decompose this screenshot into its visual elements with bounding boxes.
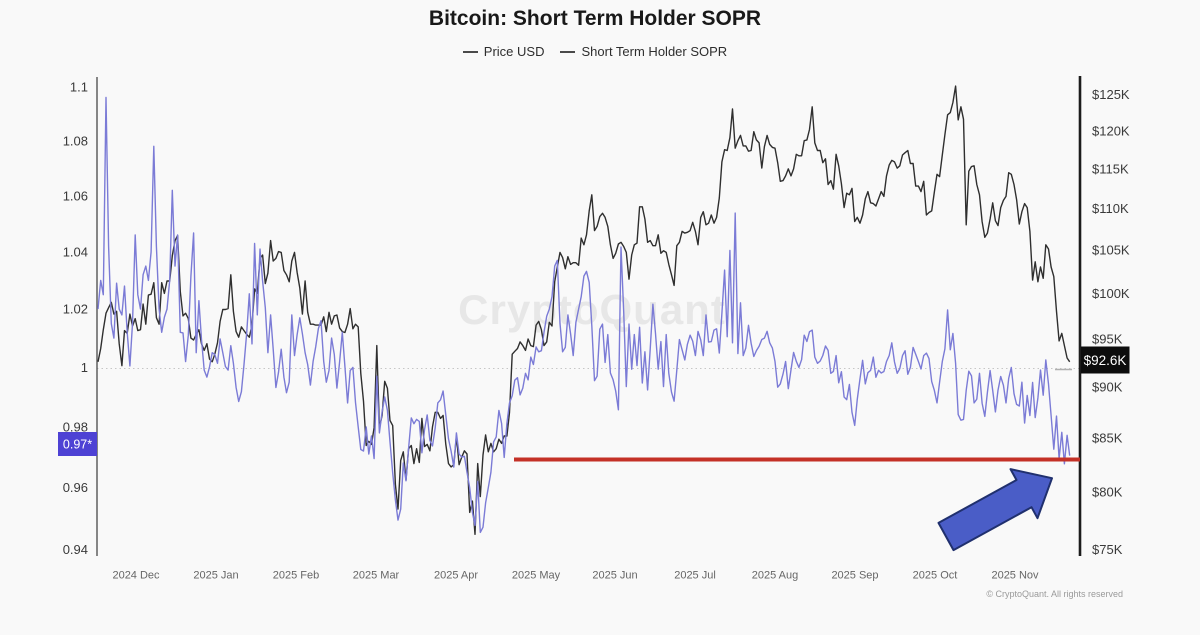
svg-text:1.04: 1.04 [63,244,88,259]
svg-text:$75K: $75K [1092,542,1123,557]
svg-text:$105K: $105K [1092,242,1130,257]
svg-text:2025 Apr: 2025 Apr [434,570,478,582]
svg-text:1.08: 1.08 [63,133,88,148]
svg-text:$110K: $110K [1092,201,1129,216]
svg-text:2024 Dec: 2024 Dec [112,570,160,582]
svg-text:$120K: $120K [1092,123,1130,138]
svg-text:2025 Aug: 2025 Aug [752,570,799,582]
svg-text:$92.6K: $92.6K [1084,353,1127,368]
svg-text:$100K: $100K [1092,286,1130,301]
svg-text:© CryptoQuant. All rights rese: © CryptoQuant. All rights reserved [986,589,1123,599]
svg-text:0.98: 0.98 [63,419,88,434]
svg-text:0.96: 0.96 [63,480,88,495]
svg-text:1.02: 1.02 [63,302,88,317]
svg-text:2025 Oct: 2025 Oct [913,570,958,582]
svg-text:2025 Jul: 2025 Jul [674,570,716,582]
svg-text:$95K: $95K [1092,332,1123,347]
svg-text:2025 Feb: 2025 Feb [273,570,319,582]
svg-text:2025 Sep: 2025 Sep [831,570,878,582]
svg-text:2025 May: 2025 May [512,570,561,582]
svg-text:1.1: 1.1 [70,79,88,94]
svg-text:0.94: 0.94 [63,542,88,557]
svg-text:$115K: $115K [1092,161,1129,176]
svg-text:$125K: $125K [1092,87,1130,102]
svg-text:2025 Nov: 2025 Nov [991,570,1039,582]
svg-text:2025 Jan: 2025 Jan [193,570,238,582]
svg-text:$90K: $90K [1092,380,1123,395]
svg-text:0.97*: 0.97* [63,438,92,452]
svg-text:$80K: $80K [1092,485,1123,500]
svg-text:1: 1 [81,360,88,375]
svg-text:$85K: $85K [1092,431,1123,446]
svg-text:2025 Jun: 2025 Jun [592,570,637,582]
svg-text:1.06: 1.06 [63,188,88,203]
svg-text:2025 Mar: 2025 Mar [353,570,400,582]
